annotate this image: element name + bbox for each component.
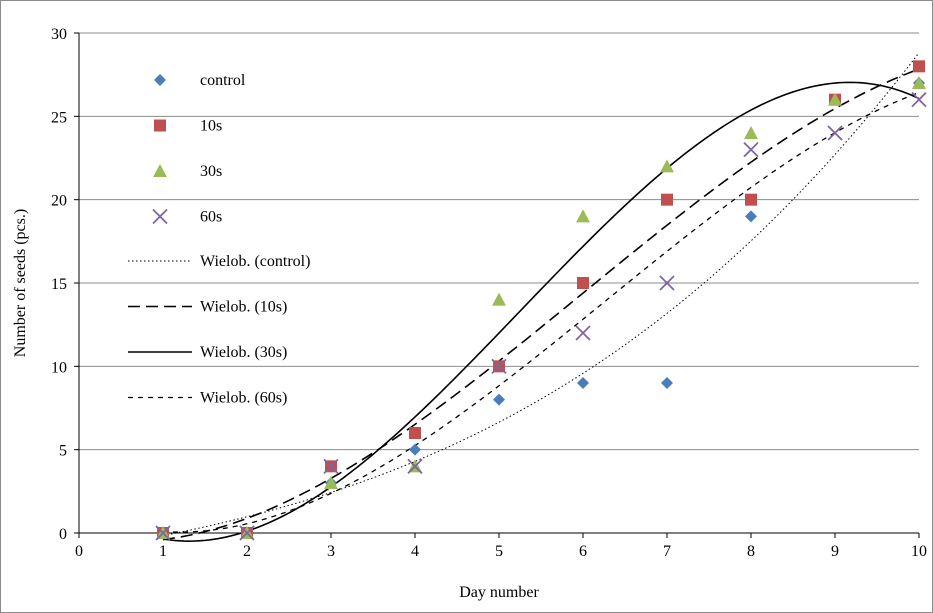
x-stroke bbox=[575, 325, 591, 341]
data-point-10s bbox=[745, 193, 757, 206]
data-point-60s bbox=[155, 525, 171, 541]
x-tick-label: 1 bbox=[159, 543, 167, 560]
y-tick-label: 30 bbox=[51, 26, 67, 43]
x-stroke bbox=[743, 142, 759, 158]
data-points bbox=[155, 60, 927, 541]
data-point-60s bbox=[491, 358, 507, 374]
data-point-30s bbox=[660, 159, 674, 173]
data-point-10s bbox=[409, 427, 421, 439]
y-tick-label: 25 bbox=[51, 109, 67, 126]
trendlines bbox=[162, 52, 920, 542]
data-point-30s bbox=[324, 476, 338, 489]
x-stroke bbox=[239, 525, 255, 541]
x-tick-label: 6 bbox=[579, 543, 587, 560]
trendline-30s bbox=[162, 81, 920, 542]
x-tick-label: 4 bbox=[411, 543, 419, 560]
x-axis-title: Day number bbox=[459, 584, 539, 601]
data-point-control bbox=[661, 377, 673, 389]
tick-labels: 0 5 10 15 20 25 30 0 1 2 3 4 5 6 7 8 9 10 bbox=[51, 26, 927, 560]
x-stroke bbox=[152, 208, 168, 225]
x-tick-label: 0 bbox=[75, 543, 83, 560]
x-tick-label: 10 bbox=[911, 543, 927, 560]
y-tick-label: 5 bbox=[59, 443, 67, 460]
legend: control 10s 30s 60s Wielob. (control) Wielob.… bbox=[128, 72, 310, 407]
data-point-30s bbox=[828, 92, 842, 106]
data-point-60s bbox=[827, 125, 843, 141]
data-point-30s bbox=[576, 209, 590, 223]
data-point-60s bbox=[575, 325, 591, 341]
data-point-60s bbox=[323, 458, 339, 474]
legend-marker-30s bbox=[153, 164, 167, 177]
data-point-30s bbox=[492, 292, 506, 306]
x-tick-label: 9 bbox=[831, 543, 839, 560]
data-point-10s bbox=[577, 277, 589, 289]
legend-marker-10s bbox=[154, 119, 166, 132]
x-stroke bbox=[491, 358, 507, 374]
x-tick-label: 7 bbox=[663, 543, 671, 560]
x-tick-label: 3 bbox=[327, 543, 335, 560]
x-tick-label: 2 bbox=[243, 543, 251, 560]
data-point-control bbox=[409, 443, 421, 456]
legend-label-trend-30s: Wielob. (30s) bbox=[200, 344, 287, 361]
y-tick-label: 0 bbox=[59, 526, 67, 543]
data-point-60s bbox=[743, 142, 759, 158]
data-point-control bbox=[745, 210, 757, 223]
y-tick-label: 20 bbox=[51, 193, 67, 210]
data-point-60s bbox=[911, 92, 927, 108]
data-point-60s bbox=[659, 275, 675, 291]
trendline-control bbox=[162, 52, 920, 537]
x-stroke bbox=[911, 92, 927, 108]
legend-label-30s: 30s bbox=[200, 163, 222, 180]
data-point-30s bbox=[744, 126, 758, 139]
legend-label-60s: 60s bbox=[200, 209, 222, 226]
data-point-control bbox=[577, 377, 589, 389]
trendline-10s bbox=[162, 68, 920, 541]
data-point-60s bbox=[239, 525, 255, 541]
x-stroke bbox=[407, 458, 423, 474]
x-stroke bbox=[827, 125, 843, 141]
legend-label-trend-10s: Wielob. (10s) bbox=[200, 299, 287, 316]
x-stroke bbox=[659, 275, 675, 291]
legend-label-trend-60s: Wielob. (60s) bbox=[200, 390, 287, 407]
data-point-control bbox=[493, 393, 505, 406]
legend-label-control: control bbox=[200, 72, 246, 89]
legend-marker-control bbox=[154, 74, 166, 86]
x-tick-label: 8 bbox=[747, 543, 755, 560]
y-tick-label: 15 bbox=[51, 276, 67, 293]
data-point-10s bbox=[913, 60, 925, 73]
data-point-30s bbox=[912, 76, 926, 89]
data-point-10s bbox=[661, 193, 673, 206]
x-tick-label: 5 bbox=[495, 543, 503, 560]
data-point-60s bbox=[407, 458, 423, 474]
legend-label-trend-control: Wielob. (control) bbox=[200, 253, 310, 270]
x-stroke bbox=[323, 458, 339, 474]
axes bbox=[74, 32, 920, 538]
legend-label-10s: 10s bbox=[200, 118, 222, 135]
legend-marker-60s bbox=[152, 208, 168, 225]
gridlines bbox=[79, 32, 919, 451]
y-axis-title: Number of seeds (pcs.) bbox=[12, 209, 29, 357]
y-tick-label: 10 bbox=[51, 359, 67, 376]
x-stroke bbox=[155, 525, 171, 541]
